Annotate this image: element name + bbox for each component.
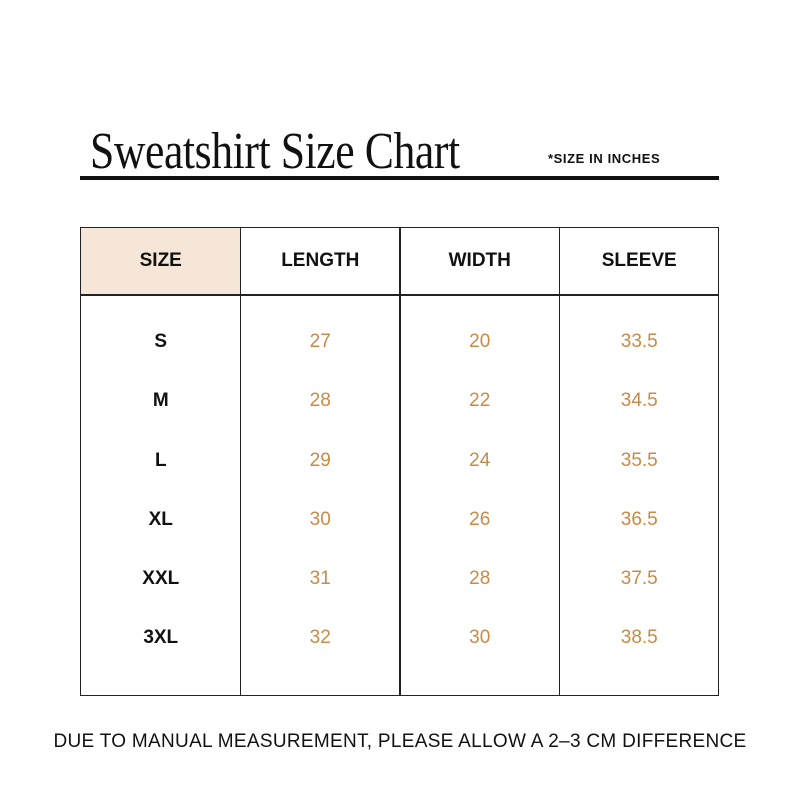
measurement: 33.5 — [620, 330, 658, 352]
column-divider — [399, 228, 401, 695]
measurement: 37.5 — [620, 568, 658, 590]
measurement: 30 — [309, 508, 331, 530]
measurement: 28 — [309, 390, 331, 412]
measurement: 22 — [469, 390, 491, 412]
measurement: 36.5 — [620, 508, 658, 530]
measurement: 38.5 — [620, 627, 658, 649]
measurement: 34.5 — [620, 390, 658, 412]
header-highlight — [81, 228, 241, 294]
footer: DUE TO MANUAL MEASUREMENT, PLEASE ALLOW … — [53, 731, 747, 752]
size-label: XL — [148, 508, 173, 530]
column-header: WIDTH — [448, 250, 511, 271]
column-divider — [239, 228, 242, 695]
size-label: S — [154, 330, 168, 352]
measurement: 29 — [309, 449, 331, 471]
size-label: L — [154, 449, 167, 471]
measurement: 35.5 — [620, 449, 658, 471]
measurement: 31 — [309, 568, 331, 590]
measurement: 26 — [469, 508, 491, 530]
column-header: SLEEVE — [601, 250, 677, 271]
size-label: XXL — [142, 568, 180, 590]
measurement: 28 — [469, 568, 491, 590]
size-label: 3XL — [143, 627, 179, 649]
column-header: LENGTH — [281, 250, 360, 271]
measurement: 24 — [469, 449, 491, 471]
header-divider — [81, 294, 718, 296]
size-label: M — [152, 390, 169, 412]
column-header: SIZE — [139, 250, 182, 271]
measurement: 30 — [469, 627, 491, 649]
title-rule — [80, 176, 719, 180]
measurement: 27 — [309, 330, 331, 352]
measurement: 20 — [469, 330, 491, 352]
size-table: SIZE LENGTH WIDTH SLEEVE S 27 20 33.5 M 28 22 34.5 L… — [80, 227, 719, 696]
note: *SIZE IN INCHES — [548, 151, 661, 166]
measurement: 32 — [309, 627, 331, 649]
column-divider — [558, 228, 561, 695]
title: Sweatshirt Size Chart — [90, 123, 460, 180]
